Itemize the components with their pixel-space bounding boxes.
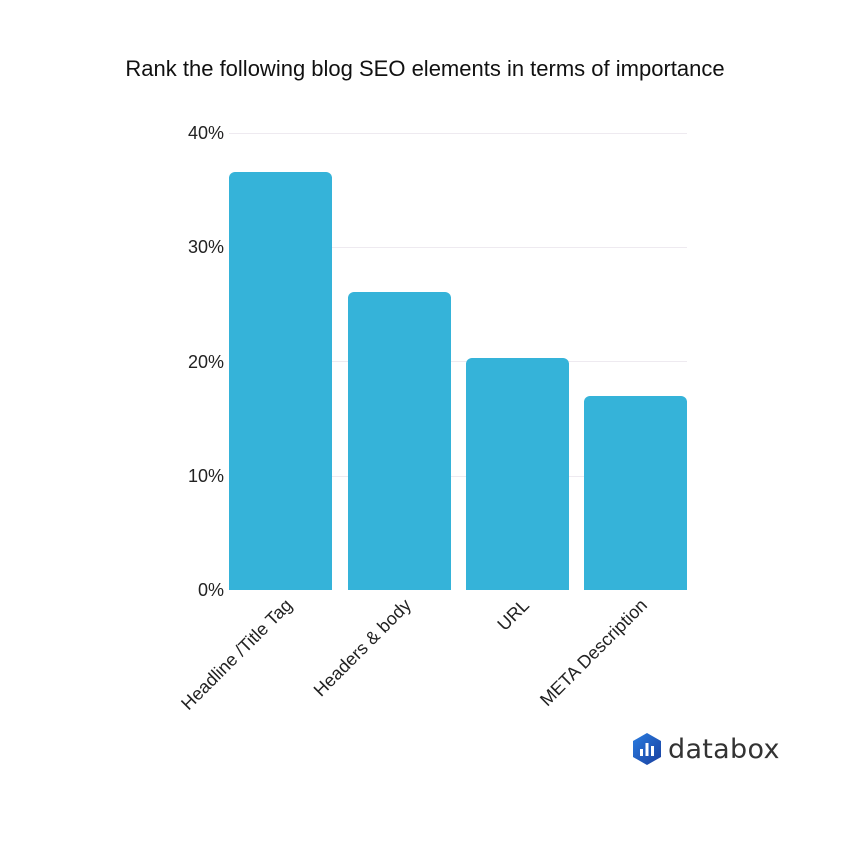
x-tick-label: META Description bbox=[535, 594, 651, 710]
gridline-10 bbox=[229, 476, 687, 477]
y-tick-label: 20% bbox=[187, 352, 224, 372]
y-tick-label: 30% bbox=[187, 237, 224, 257]
bar bbox=[466, 358, 569, 590]
y-tick-label: 0% bbox=[197, 580, 224, 600]
gridline-40 bbox=[229, 133, 687, 134]
gridline-30 bbox=[229, 247, 687, 248]
logo-text: databox bbox=[668, 733, 780, 765]
bar bbox=[348, 291, 451, 590]
bar bbox=[229, 171, 332, 590]
y-tick-label: 10% bbox=[187, 466, 224, 486]
x-tick-label: URL bbox=[492, 594, 533, 635]
y-tick-label: 40% bbox=[187, 123, 224, 143]
gridline-20 bbox=[229, 361, 687, 362]
bar bbox=[584, 395, 687, 590]
x-tick-label: Headline /Title Tag bbox=[176, 594, 296, 714]
databox-hexagon-bars-icon bbox=[633, 733, 661, 765]
chart-title: Rank the following blog SEO elements in … bbox=[125, 56, 725, 81]
databox-logo: databox bbox=[632, 733, 780, 765]
x-tick-label: Headers & body bbox=[309, 594, 415, 701]
